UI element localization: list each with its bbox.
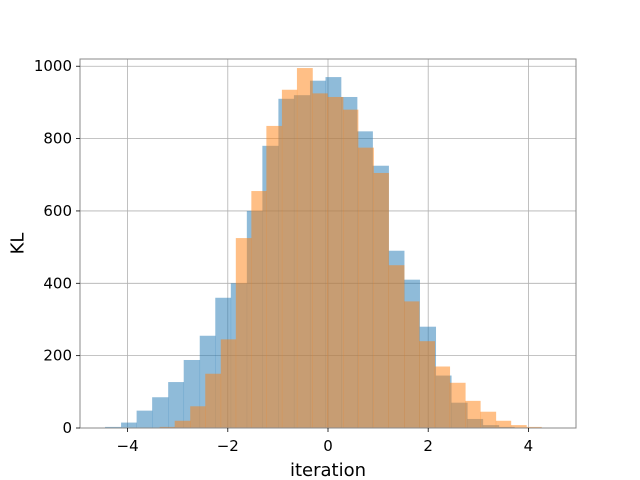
series-1-bar-14 [373,172,389,428]
series-0-bar-4 [168,382,185,428]
y-tick-label-1: 200 [43,347,72,365]
series-1-bar-13 [358,147,374,428]
x-tick-label-4: 4 [524,437,534,455]
series-1-bar-17 [419,341,436,428]
series-1-bar-21 [480,411,497,428]
series-1-bar-20 [465,400,481,428]
series-1-bar-5 [235,238,252,428]
series-1-bar-6 [251,191,267,428]
series-1-bar-11 [327,96,344,428]
series-1-bar-18 [434,366,451,428]
series-0-bar-0 [105,426,122,428]
x-axis-label: iteration [290,460,366,480]
series-1-bar-19 [449,382,466,428]
histogram-bars [105,68,558,429]
y-tick-label-3: 600 [43,202,72,220]
x-tick-label-1: −2 [217,437,239,455]
series-1-bar-4 [220,339,237,428]
series-1-bar-9 [296,68,313,428]
series-1-bar-16 [404,301,420,428]
series-1-bar-0 [159,426,175,428]
series-1-bar-10 [312,93,328,428]
series-1-bar-23 [510,425,527,428]
series-1-bar-1 [174,420,191,428]
y-axis-label: KL [7,233,28,255]
series-1-bar-2 [190,406,206,428]
series-1-bar-3 [205,373,222,428]
series-0-bar-2 [136,410,153,428]
series-1-bar-12 [343,109,359,428]
y-tick-label-5: 1000 [34,57,72,75]
x-tick-label-3: 2 [423,437,433,455]
y-tick-label-0: 0 [62,419,72,437]
x-tick-label-0: −4 [117,437,139,455]
y-tick-label-2: 400 [43,274,72,292]
series-1-bar-24 [526,426,542,428]
series-1-bar-7 [266,125,283,429]
series-1-bar-22 [495,420,512,428]
series-0-bar-3 [152,397,169,428]
series-1-bars [159,68,558,429]
axis-ticks: −4 −2 0 2 4 0 200 400 600 800 1000 [34,57,533,455]
x-tick-label-2: 0 [323,437,333,455]
series-0-bar-1 [121,422,137,428]
series-1-bar-15 [388,265,405,428]
series-1-bar-8 [281,89,298,428]
y-tick-label-4: 800 [43,130,72,148]
